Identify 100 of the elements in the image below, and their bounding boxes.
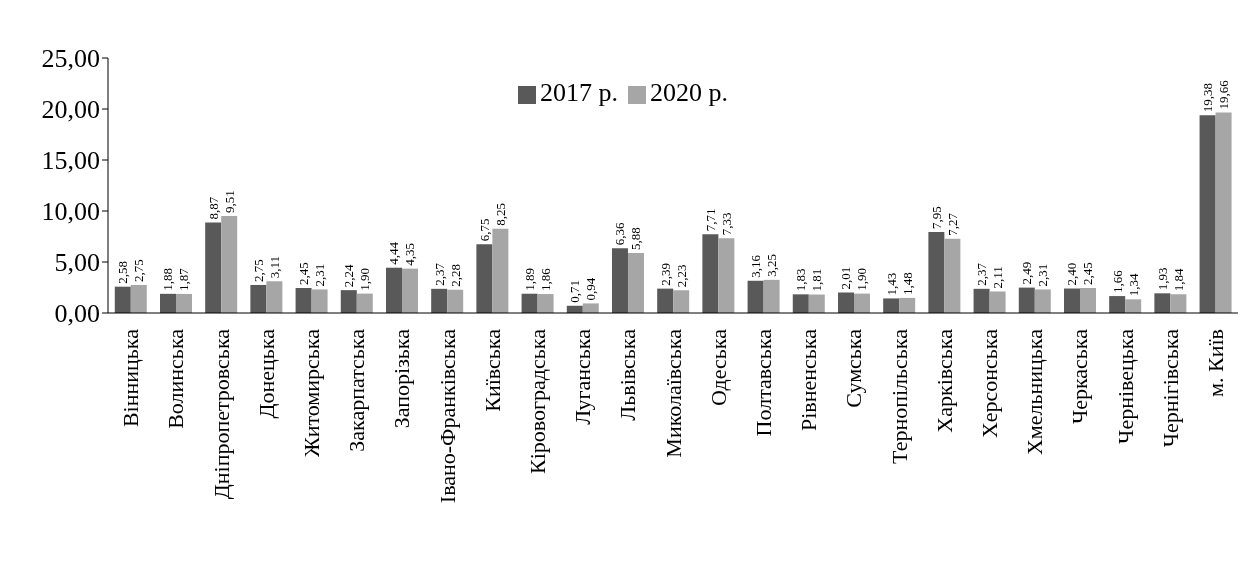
x-tick-label: м. Київ [1202, 329, 1228, 397]
data-label: 1,66 [1109, 269, 1125, 294]
bar [221, 216, 238, 313]
data-label: 1,89 [522, 267, 538, 291]
data-label: 2,37 [431, 262, 447, 286]
x-tick-label: Чернівецька [1112, 328, 1138, 444]
x-tick-label: Тернопільська [886, 328, 912, 464]
data-label: 1,86 [538, 267, 554, 292]
bar [747, 280, 764, 313]
x-tick-label: Полтавська [750, 328, 776, 437]
data-label: 1,81 [809, 268, 825, 292]
x-tick-label: Житомирська [298, 328, 324, 458]
x-tick-label: Донецька [253, 328, 279, 419]
y-tick-label: 0,00 [54, 299, 100, 329]
data-label: 6,75 [476, 218, 492, 242]
bar [973, 288, 990, 313]
bar [792, 294, 809, 313]
x-tick-label: Волинська [163, 328, 189, 429]
data-label: 2,01 [838, 266, 854, 290]
data-label: 5,88 [628, 227, 644, 251]
x-tick-label: Харківська [931, 328, 957, 433]
bar [1154, 293, 1171, 313]
data-label: 7,71 [702, 208, 718, 232]
bar [492, 228, 509, 313]
data-label: 2,40 [1064, 262, 1080, 286]
y-tick-label: 20,00 [41, 95, 100, 125]
x-tick-label: Луганська [570, 328, 596, 425]
data-label: 1,48 [899, 272, 915, 295]
x-tick-label: Запорізька [389, 328, 415, 429]
data-label: 4,44 [386, 241, 402, 265]
data-label: 2,49 [1019, 261, 1035, 285]
bar [763, 279, 780, 313]
data-label: 7,27 [944, 212, 960, 236]
x-tick-label: Дніпропетровська [208, 328, 234, 500]
data-label: 0,71 [567, 280, 583, 303]
data-label: 2,37 [974, 262, 990, 286]
bar [853, 293, 870, 313]
bar [1109, 296, 1126, 313]
bar [537, 294, 554, 313]
legend-label: 2017 р. [540, 78, 618, 107]
y-tick-label: 5,00 [54, 248, 100, 278]
data-label: 2,31 [312, 263, 328, 287]
bar [989, 291, 1006, 313]
data-label: 2,23 [673, 264, 689, 288]
bar [175, 293, 192, 313]
bar [521, 293, 538, 313]
bar [808, 294, 825, 313]
x-tick-label: Закарпатська [344, 328, 370, 452]
data-label: 3,25 [764, 254, 780, 277]
data-label: 1,88 [160, 268, 176, 291]
bar [476, 244, 493, 313]
bar [673, 290, 690, 313]
bar [205, 222, 222, 313]
data-label: 2,45 [296, 262, 312, 286]
bar [1018, 287, 1035, 313]
bar [431, 288, 448, 313]
bar [837, 292, 854, 313]
data-label: 8,25 [492, 203, 508, 226]
data-label: 3,11 [266, 256, 282, 279]
x-tick-label: Львівська [615, 328, 641, 421]
legend-label: 2020 р. [650, 78, 728, 107]
data-label: 2,11 [990, 266, 1006, 289]
x-tick-label: Миколаївська [660, 328, 686, 458]
data-label: 19,38 [1200, 83, 1216, 113]
x-tick-label: Чернігівська [1157, 328, 1183, 448]
data-label: 9,51 [221, 190, 237, 213]
data-label: 3,16 [748, 254, 764, 278]
data-label: 2,45 [1080, 262, 1096, 286]
data-label: 7,95 [928, 206, 944, 229]
bar [944, 238, 961, 313]
bar [611, 248, 628, 313]
y-tick-label: 10,00 [41, 197, 100, 227]
bar [657, 288, 674, 313]
bar [899, 297, 916, 313]
bar [1125, 299, 1142, 313]
data-label: 1,84 [1170, 267, 1186, 292]
data-label: 2,28 [447, 263, 463, 287]
bar [1034, 289, 1051, 313]
bar [311, 289, 328, 313]
data-label: 8,87 [205, 196, 221, 220]
bar [627, 253, 644, 313]
bar [447, 289, 464, 313]
bar [1170, 294, 1187, 313]
data-label: 1,93 [1154, 267, 1170, 291]
data-label: 2,24 [341, 263, 357, 288]
data-label: 1,90 [357, 267, 373, 291]
bar [340, 290, 357, 313]
bar [295, 288, 312, 313]
data-label: 2,75 [250, 259, 266, 282]
data-label: 1,87 [176, 267, 192, 291]
data-label: 0,94 [583, 277, 599, 301]
bar [1215, 112, 1232, 313]
data-label: 4,35 [402, 242, 418, 266]
data-label: 19,66 [1216, 79, 1232, 110]
x-tick-label: Хмельницька [1022, 328, 1048, 456]
x-tick-label: Рівненська [796, 328, 822, 431]
bar [159, 293, 176, 313]
bar [266, 281, 283, 313]
bar [718, 238, 735, 313]
x-tick-label: Вінницька [118, 328, 144, 428]
